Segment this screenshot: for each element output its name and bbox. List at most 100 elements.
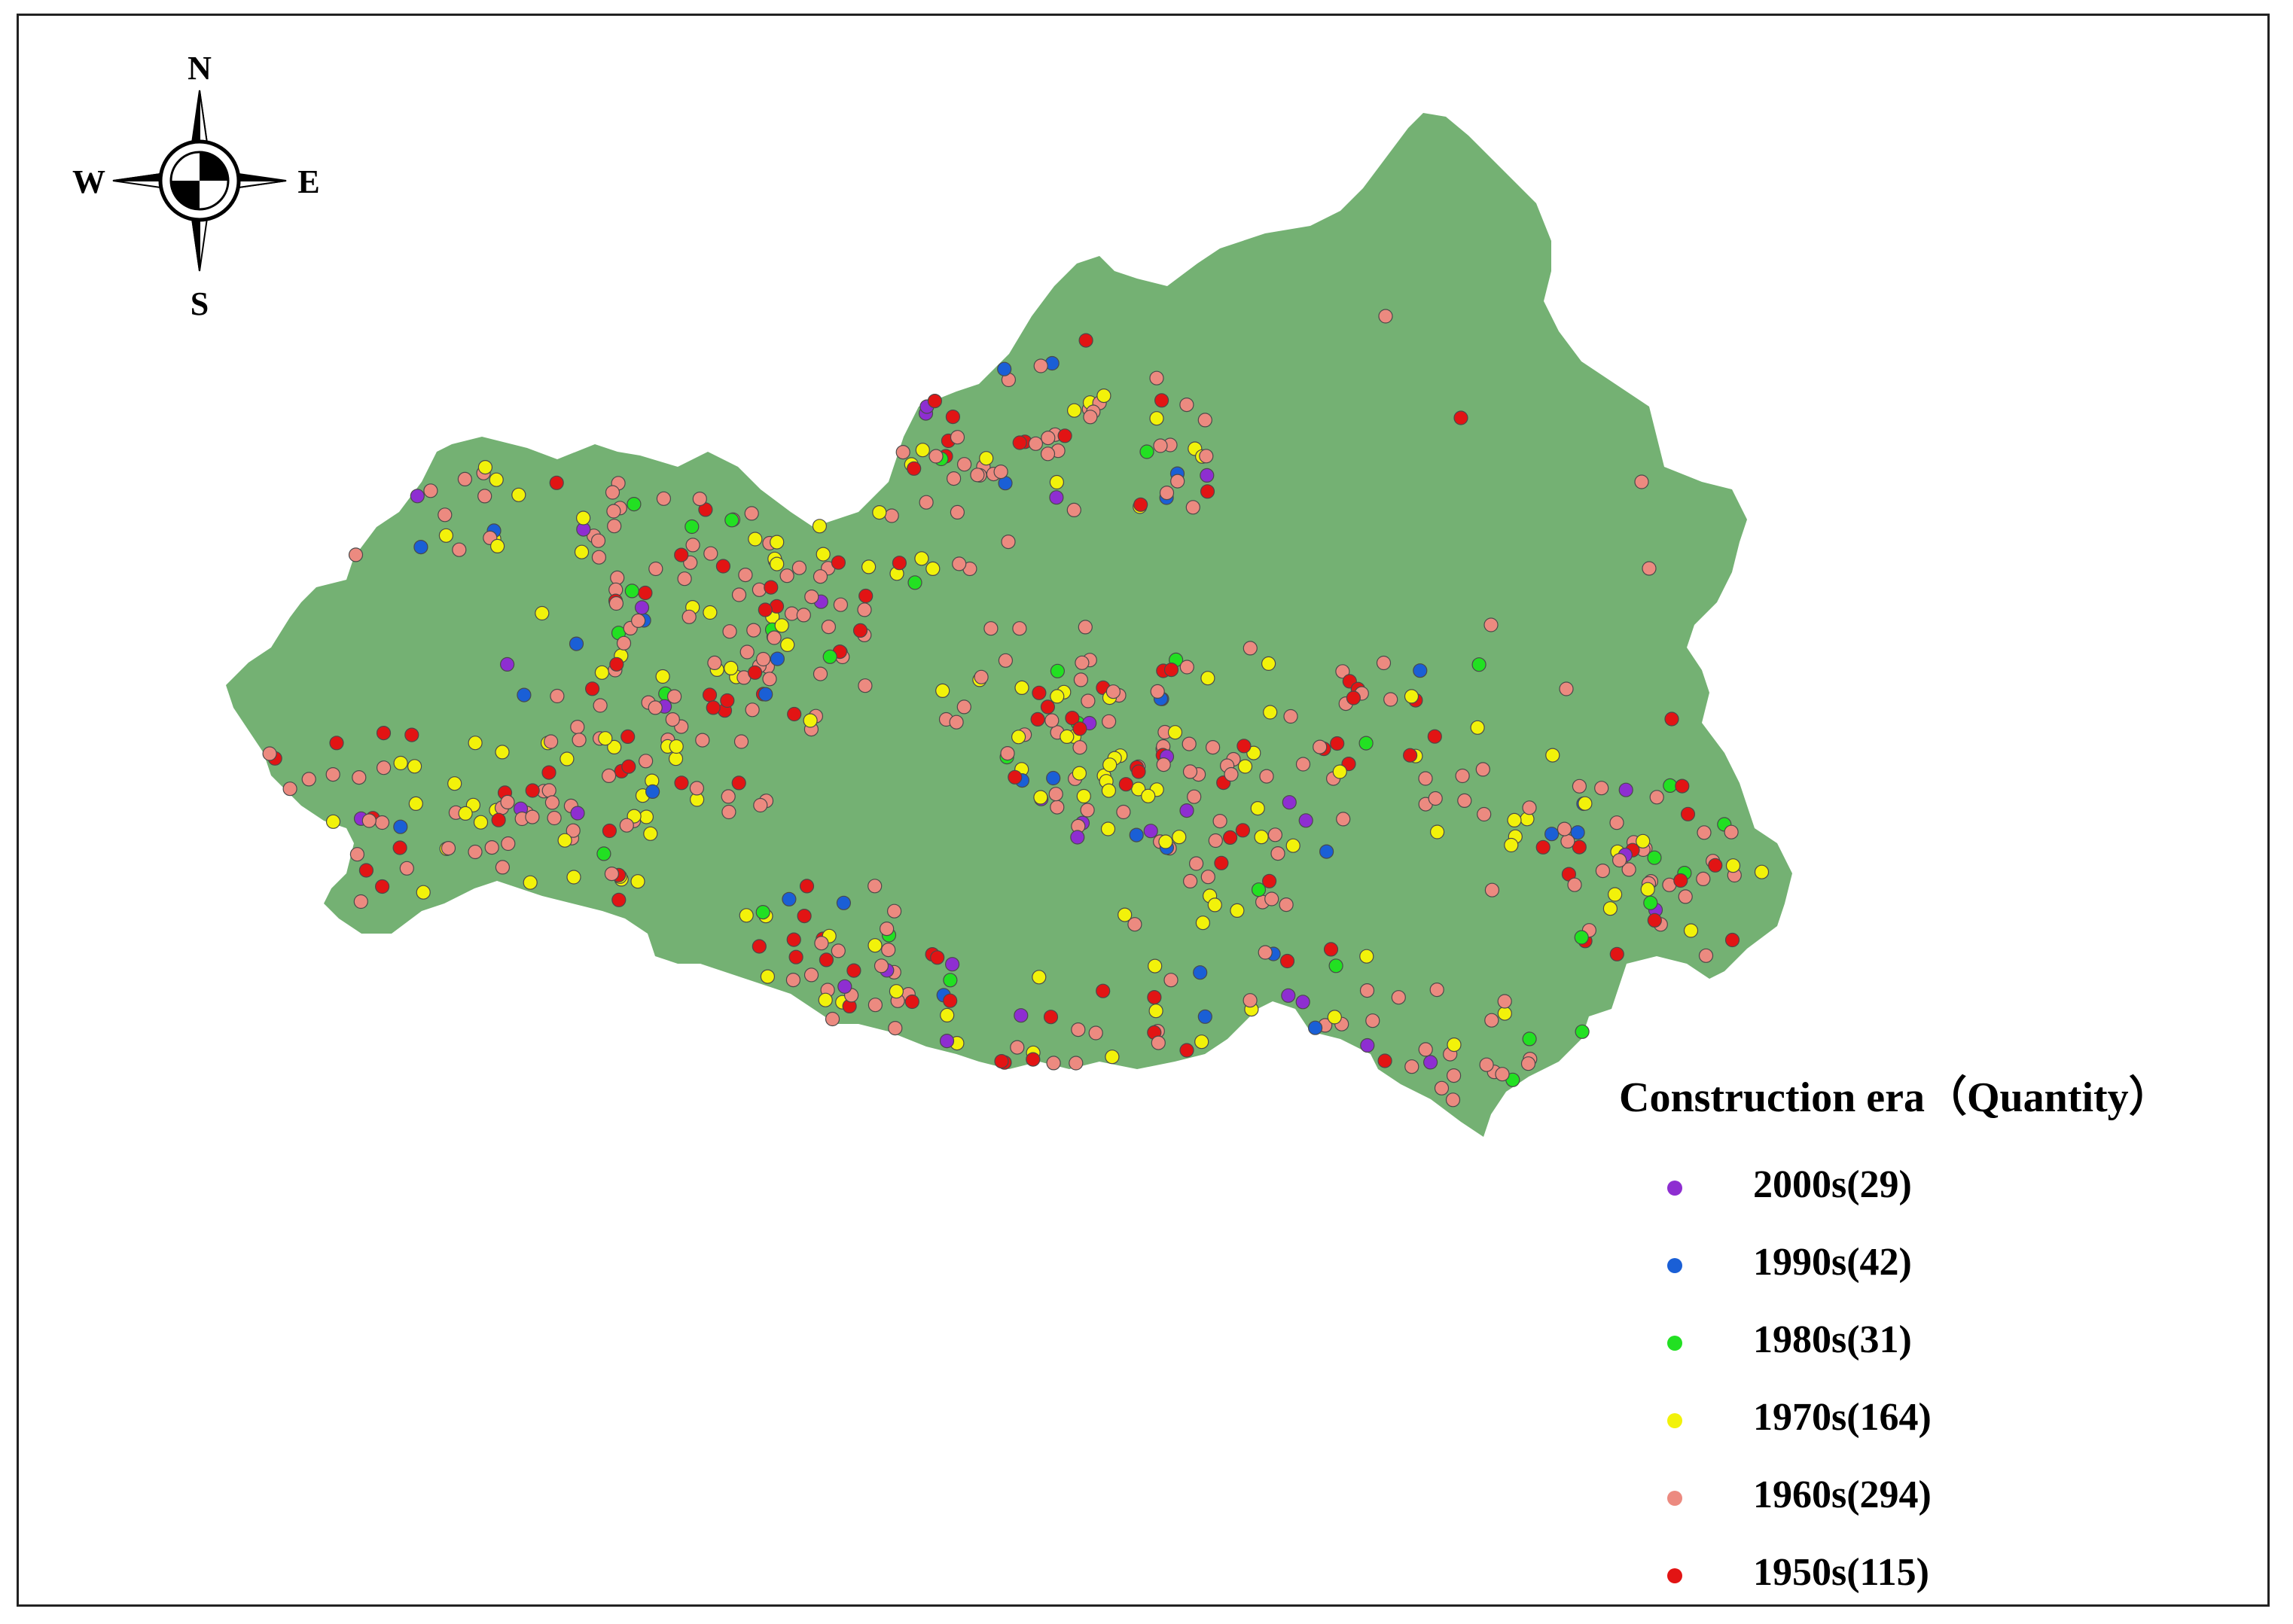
- reservoir-point: [1010, 1040, 1025, 1055]
- reservoir-point: [535, 605, 550, 621]
- reservoir-point: [884, 508, 899, 523]
- reservoir-point: [1475, 762, 1490, 777]
- reservoir-point: [1263, 705, 1278, 720]
- reservoir-point: [1243, 993, 1258, 1008]
- reservoir-point: [1193, 965, 1208, 980]
- reservoir-point: [907, 575, 922, 590]
- reservoir-point: [692, 491, 707, 507]
- reservoir-point: [374, 815, 390, 830]
- reservoir-point: [1197, 413, 1212, 428]
- reservoir-point: [770, 651, 785, 666]
- reservoir-point: [956, 457, 972, 472]
- reservoir-point: [739, 644, 755, 660]
- reservoir-point: [888, 1020, 903, 1036]
- reservoir-point: [1282, 795, 1297, 810]
- reservoir-point: [665, 711, 680, 727]
- reservoir-point: [867, 879, 883, 894]
- reservoir-point: [1236, 739, 1252, 754]
- reservoir-point: [1096, 983, 1111, 998]
- reservoir-point: [1060, 729, 1075, 745]
- reservoir-point: [720, 693, 735, 708]
- reservoir-point: [833, 597, 849, 612]
- reservoir-point: [621, 759, 636, 774]
- legend-item-1980s: 1980s(31): [1619, 1316, 2146, 1376]
- reservoir-point: [1634, 474, 1649, 489]
- reservoir-point: [610, 570, 625, 586]
- reservoir-point: [1683, 923, 1699, 938]
- reservoir-point: [786, 932, 801, 947]
- reservoir-point: [1100, 821, 1116, 836]
- reservoir-point: [1264, 891, 1279, 906]
- reservoir-point: [648, 700, 663, 715]
- reservoir-point: [630, 874, 645, 889]
- reservoir-point: [438, 507, 453, 523]
- reservoir-point: [1470, 720, 1485, 735]
- reservoir-point: [858, 678, 873, 693]
- reservoir-point: [1520, 1056, 1536, 1071]
- reservoir-point: [939, 1033, 955, 1049]
- legend-swatch-1980s: [1667, 1336, 1682, 1351]
- reservoir-point: [886, 903, 902, 919]
- reservoir-point: [607, 519, 622, 534]
- reservoir-point: [731, 587, 747, 602]
- reservoir-point: [1048, 787, 1063, 802]
- reservoir-point: [1071, 1022, 1086, 1037]
- reservoir-point: [1069, 1056, 1084, 1071]
- reservoir-point: [627, 496, 642, 512]
- reservoir-point: [879, 921, 895, 937]
- reservoir-point: [1559, 681, 1574, 696]
- reservoir-point: [747, 665, 763, 680]
- reservoir-point: [1647, 913, 1662, 928]
- reservoir-point: [1522, 800, 1537, 815]
- reservoir-point: [1078, 333, 1093, 348]
- reservoir-point: [1185, 500, 1200, 515]
- reservoir-point: [1497, 1006, 1512, 1021]
- reservoir-point: [1479, 1057, 1494, 1072]
- reservoir-point: [596, 846, 611, 861]
- reservoir-point: [1212, 813, 1227, 829]
- reservoir-point: [1378, 309, 1393, 324]
- reservoir-point: [1663, 778, 1678, 794]
- reservoir-point: [517, 687, 532, 702]
- reservoir-point: [998, 653, 1014, 668]
- reservoir-point: [1680, 806, 1696, 821]
- reservoir-point: [950, 430, 965, 445]
- legend-item-1960s: 1960s(294): [1619, 1471, 2146, 1531]
- reservoir-point: [560, 751, 575, 766]
- reservoir-point: [1182, 764, 1198, 779]
- reservoir-point: [997, 361, 1012, 376]
- reservoir-point: [1483, 617, 1499, 632]
- reservoir-point: [477, 459, 493, 475]
- reservoir-point: [1259, 769, 1274, 784]
- reservoir-point: [1484, 882, 1500, 897]
- reservoir-point: [1148, 1004, 1163, 1019]
- reservoir-point: [606, 504, 621, 519]
- reservoir-point: [566, 870, 581, 885]
- reservoir-point: [1170, 474, 1185, 489]
- reservoir-point: [1033, 790, 1048, 805]
- reservoir-point: [525, 783, 540, 798]
- reservoir-point: [656, 491, 672, 506]
- reservoir-point: [484, 839, 499, 855]
- reservoir-point: [919, 495, 934, 510]
- reservoir-point: [1172, 830, 1187, 845]
- reservoir-point: [1222, 830, 1238, 846]
- reservoir-point: [1139, 444, 1154, 459]
- reservoir-point: [666, 689, 682, 704]
- reservoir-point: [994, 1053, 1009, 1069]
- reservoir-point: [935, 683, 950, 699]
- reservoir-point: [1544, 827, 1560, 842]
- reservoir-point: [604, 866, 620, 882]
- reservoir-point: [1205, 739, 1221, 755]
- reservoir-point: [1609, 815, 1624, 830]
- reservoir-point: [715, 559, 731, 574]
- reservoir-point: [930, 950, 945, 965]
- reservoir-point: [797, 908, 812, 924]
- reservoir-point: [1149, 370, 1164, 385]
- reservoir-point: [634, 600, 650, 615]
- reservoir-point: [821, 619, 837, 635]
- reservoir-point: [1251, 882, 1267, 897]
- reservoir-point: [1281, 988, 1296, 1003]
- reservoir-point: [872, 504, 887, 520]
